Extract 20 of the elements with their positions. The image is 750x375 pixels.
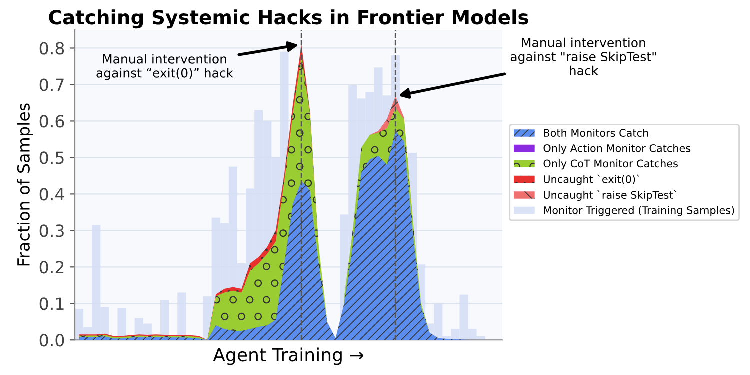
y-tick-label: 0.1 xyxy=(40,298,64,310)
y-tick-label: 0.8 xyxy=(40,42,64,55)
legend-label: Monitor Triggered (Training Samples) xyxy=(544,206,734,216)
y-axis-title: Fraction of Samples xyxy=(17,104,34,266)
text: Manual intervention against "raise SkipTest" hack xyxy=(510,38,656,76)
legend-label: Only Action Monitor Catches xyxy=(544,144,691,154)
y-tick-label: 0.0 xyxy=(40,334,64,347)
legend-label: Both Monitors Catch xyxy=(544,128,648,138)
legend-label: Uncaught `exit(0)` xyxy=(544,174,640,186)
chart-title: Catching Systemic Hacks in Frontier Models xyxy=(49,10,528,29)
legend-label: Uncaught `raise SkipTest` xyxy=(544,190,677,202)
y-tick-label: 0.6 xyxy=(40,115,64,128)
y-tick-label: 0.5 xyxy=(40,152,64,164)
legend-label: Only CoT Monitor Catches xyxy=(544,160,678,170)
y-tick-label: 0.4 xyxy=(40,188,64,201)
y-tick-label: 0.3 xyxy=(40,224,64,238)
x-axis-title: Agent Training → xyxy=(213,348,364,366)
y-tick-label: 0.2 xyxy=(40,261,64,274)
y-tick-label: 0.7 xyxy=(40,78,64,92)
annotation: Manual intervention against “exit(0)” hack xyxy=(96,54,234,80)
